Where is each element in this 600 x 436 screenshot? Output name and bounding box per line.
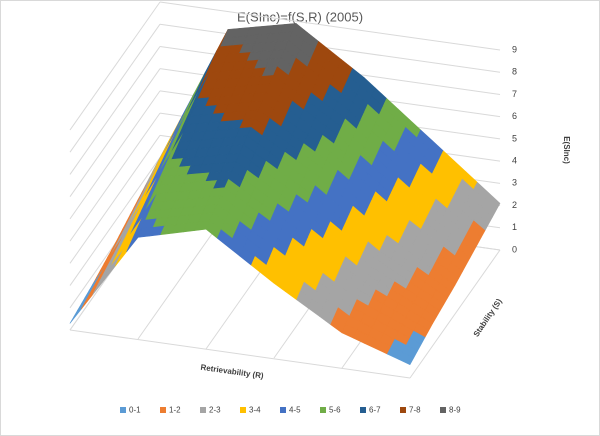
legend-swatch xyxy=(240,407,246,413)
chart-title: E(SInc)=f(S,R) (2005) xyxy=(237,9,363,24)
z-tick-label: 4 xyxy=(512,155,517,165)
grid-line xyxy=(69,135,161,264)
grid-line xyxy=(69,1,161,131)
legend-swatch xyxy=(360,407,366,413)
z-tick-label: 2 xyxy=(512,200,517,210)
legend-label: 0-1 xyxy=(129,406,141,415)
legend-label: 3-4 xyxy=(249,406,261,415)
z-axis-label: E(SInc) xyxy=(562,136,571,164)
z-tick-label: 8 xyxy=(512,67,517,77)
legend-swatch xyxy=(280,407,286,413)
legend-label: 6-7 xyxy=(369,406,381,415)
grid-line xyxy=(69,46,161,175)
grid-line xyxy=(69,90,161,220)
grid-line xyxy=(69,23,161,153)
floor-edge xyxy=(409,249,501,379)
z-tick-label: 5 xyxy=(512,133,517,143)
z-tick-label: 6 xyxy=(512,111,517,121)
floor-edge xyxy=(69,329,411,379)
legend-swatch xyxy=(160,407,166,413)
legend-label: 8-9 xyxy=(449,406,461,415)
grid-line xyxy=(159,23,501,73)
legend-swatch xyxy=(120,407,126,413)
legend-swatch xyxy=(320,407,326,413)
legend-label: 5-6 xyxy=(329,406,341,415)
legend-swatch xyxy=(440,407,446,413)
z-tick-label: 0 xyxy=(512,244,517,254)
surface-patch xyxy=(398,352,415,365)
grid-line xyxy=(69,68,161,197)
legend-label: 2-3 xyxy=(209,406,221,415)
legend-label: 7-8 xyxy=(409,406,421,415)
legend-swatch xyxy=(200,407,206,413)
z-tick-label: 1 xyxy=(512,222,517,232)
legend-label: 4-5 xyxy=(289,406,301,415)
grid-line xyxy=(69,157,161,286)
grid-line xyxy=(69,112,161,242)
grid-line xyxy=(159,1,501,51)
legend-swatch xyxy=(400,407,406,413)
z-tick-label: 7 xyxy=(512,89,517,99)
z-tick-label: 9 xyxy=(512,44,517,54)
legend-label: 1-2 xyxy=(169,406,181,415)
z-tick-label: 3 xyxy=(512,178,517,188)
